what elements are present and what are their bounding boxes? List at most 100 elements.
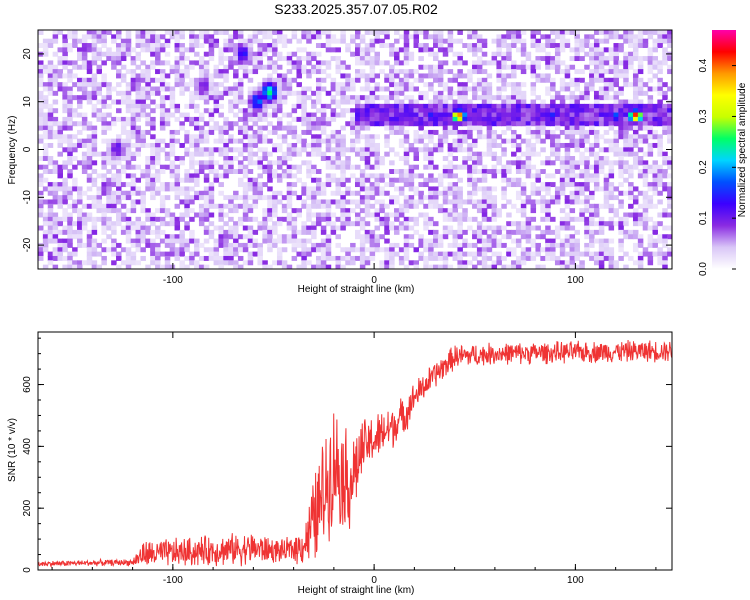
spectrogram-cell: [262, 64, 268, 70]
spectrogram-cell: [267, 208, 273, 214]
spectrogram-cell: [311, 229, 317, 235]
spectrogram-cell: [355, 177, 361, 183]
spectrogram-cell: [116, 138, 122, 144]
spectrogram-cell: [496, 121, 502, 127]
spectrogram-cell: [233, 169, 239, 174]
spectrogram-cell: [208, 95, 215, 101]
spectrogram-cell: [135, 56, 142, 62]
spectrogram-cell: [306, 212, 312, 218]
spectrogram-cell: [52, 251, 59, 257]
spectrogram-cell: [130, 203, 137, 209]
spectrogram-cell: [535, 186, 541, 192]
spectrogram-cell: [135, 116, 142, 122]
spectrogram-cell: [613, 129, 619, 135]
spectrogram-cell: [203, 225, 210, 231]
spectrogram-cell: [272, 95, 278, 101]
spectrogram-cell: [252, 134, 259, 140]
spectrogram-cell: [106, 121, 112, 127]
spectrogram-cell: [164, 255, 171, 261]
spectrogram-cell: [81, 125, 88, 131]
spectrogram-cell: [530, 164, 537, 170]
spectrogram-cell: [398, 77, 405, 83]
spectrogram-cell: [203, 147, 210, 153]
spectrogram-cell: [457, 264, 463, 269]
spectrogram-cell: [550, 30, 556, 35]
spectrogram-cell: [164, 182, 171, 188]
spectrogram-cell: [325, 147, 332, 153]
spectrogram-cell: [330, 199, 337, 205]
spectrogram-cell: [213, 99, 220, 105]
spectrogram-cell: [540, 186, 546, 192]
spectrogram-cell: [106, 216, 112, 222]
spectrogram-cell: [330, 38, 337, 44]
spectrogram-cell: [140, 169, 146, 174]
spectrogram-cell: [608, 69, 615, 75]
spectrogram-cell: [593, 169, 600, 174]
spectrogram-cell: [145, 264, 151, 269]
spectrogram-cell: [38, 64, 44, 70]
spectrogram-cell: [237, 216, 244, 222]
spectrogram-cell: [67, 229, 73, 235]
spectrogram-cell: [145, 216, 151, 222]
spectrogram-cell: [315, 30, 322, 35]
spectrogram-cell: [286, 238, 293, 244]
spectrogram-cell: [398, 116, 405, 122]
spectrogram-cell: [472, 125, 478, 131]
spectrogram-cell: [501, 108, 507, 114]
spectrogram-cell: [96, 90, 102, 96]
spectrogram-cell: [203, 164, 210, 170]
spectrogram-cell: [530, 34, 537, 40]
spectrogram-cell: [447, 264, 454, 269]
spectrogram-cell: [189, 90, 195, 96]
spectrogram-cell: [433, 77, 439, 83]
spectrogram-cell: [589, 108, 595, 114]
spectrogram-cell: [228, 86, 234, 92]
spectrogram-cell: [135, 95, 142, 101]
spectrogram-cell: [476, 108, 483, 114]
spectrogram-cell: [86, 173, 93, 179]
spectrogram-cell: [398, 99, 405, 105]
spectrogram-cell: [262, 125, 268, 131]
spectrogram-cell: [476, 103, 483, 109]
spectrogram-cell: [257, 251, 263, 257]
spectrogram-cell: [150, 212, 156, 218]
spectrogram-cell: [125, 86, 132, 92]
spectrogram-cell: [667, 112, 672, 118]
spectrogram-cell: [472, 182, 478, 188]
spectrogram-cell: [467, 242, 473, 248]
spectrogram-cell: [218, 225, 224, 231]
spectrogram-cell: [116, 208, 122, 214]
spectrogram-cell: [91, 225, 98, 231]
spectrogram-cell: [267, 216, 273, 222]
spectrogram-cell: [184, 221, 190, 227]
spectrogram-cell: [296, 208, 302, 214]
spectrogram-cell: [145, 64, 151, 70]
spectrogram-cell: [574, 238, 580, 244]
spectrogram-cell: [369, 212, 376, 218]
spectrogram-cell: [632, 47, 639, 53]
spectrogram-cell: [223, 255, 229, 261]
spectrogram-cell: [145, 38, 151, 44]
spectrogram-cell: [535, 138, 541, 144]
spectrogram-cell: [574, 164, 580, 170]
spectrogram-cell: [140, 208, 146, 214]
spectrogram-cell: [281, 234, 288, 240]
spectrogram-cell: [91, 195, 98, 201]
spectrogram-cell: [369, 251, 376, 257]
spectrogram-cell: [667, 190, 672, 196]
spectrogram-cell: [155, 34, 161, 40]
spectrogram-cell: [506, 108, 512, 114]
spectrogram-cell: [442, 169, 449, 174]
spectrogram-cell: [42, 125, 49, 131]
spectrogram-cell: [145, 121, 151, 127]
spectrogram-cell: [413, 43, 419, 48]
spectrogram-cell: [515, 255, 522, 261]
spectrogram-cell: [472, 203, 478, 209]
spectrogram-cell: [428, 138, 434, 144]
spectrogram-cell: [501, 173, 507, 179]
spectrogram-cell: [47, 199, 54, 205]
spectrogram-cell: [267, 151, 273, 157]
spectrogram-cell: [223, 195, 229, 201]
spectrogram-cell: [286, 142, 293, 148]
